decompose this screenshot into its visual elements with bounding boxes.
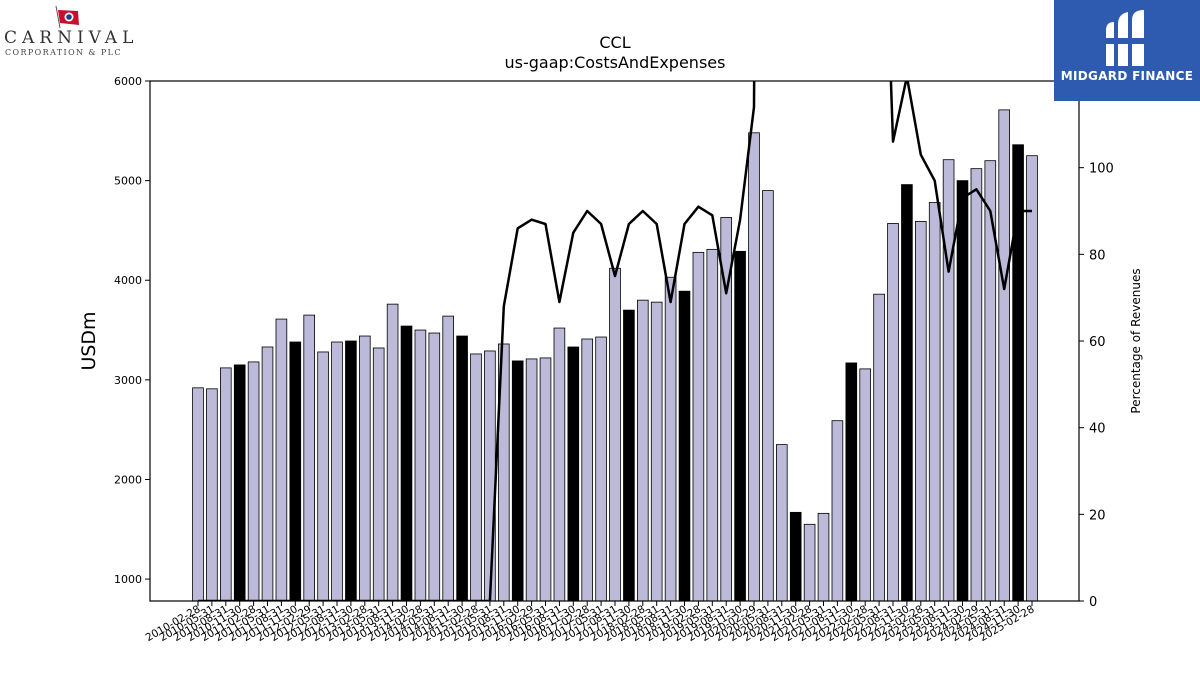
bar-2023-05-31 (928, 202, 941, 602)
bar-2018-08-31 (664, 276, 677, 602)
y2-tick-label: 60 (1089, 335, 1106, 350)
bar-2015-05-31 (484, 350, 496, 602)
axes-layer: 1000200030004000500060000204060801002010… (114, 75, 1114, 644)
y-tick-label: 2000 (114, 473, 142, 486)
bar-2016-02-29 (525, 358, 538, 602)
y-tick-label: 1000 (114, 573, 142, 586)
bar-2013-08-31 (386, 303, 399, 602)
bar-2010-05-31 (206, 388, 218, 602)
chart-subtitle: us-gaap:CostsAndExpenses (505, 53, 726, 72)
bar-2021-05-31 (817, 512, 830, 602)
bar-2012-02-29 (303, 314, 315, 602)
bar-2012-08-31 (331, 341, 343, 602)
y2-tick-label: 40 (1089, 422, 1106, 437)
bar-2024-08-31 (998, 109, 1010, 602)
bar-2019-11-30 (734, 250, 746, 602)
bar-2020-08-31 (776, 444, 788, 602)
midgard-finance-logo: MIDGARD FINANCE (1054, 0, 1200, 101)
bar-2010-11-30 (233, 364, 246, 602)
bar-2023-08-31 (942, 159, 955, 602)
bar-2014-08-31 (442, 315, 454, 602)
bar-2011-05-31 (261, 346, 274, 602)
bar-2013-11-30 (400, 325, 413, 602)
bar-2019-02-28 (692, 251, 705, 602)
y2-tick-label: 80 (1089, 248, 1106, 263)
bar-2018-02-28 (637, 299, 649, 602)
bar-2022-02-28 (859, 368, 871, 602)
midgard-wordmark: MIDGARD FINANCE (1060, 69, 1194, 83)
y-tick-label: 6000 (114, 75, 142, 88)
line-layer (198, 81, 1032, 601)
y2-tick-label: 0 (1089, 595, 1097, 610)
bar-2018-11-30 (678, 290, 691, 602)
bar-2016-05-31 (539, 357, 552, 602)
y2-tick-label: 20 (1089, 508, 1106, 523)
carnival-wordmark: CARNIVAL (4, 28, 139, 48)
bar-2011-11-30 (289, 341, 302, 602)
bar-2022-08-31 (887, 223, 899, 602)
bar-2013-02-28 (358, 335, 371, 602)
bar-2011-08-31 (275, 318, 288, 602)
bar-2014-05-31 (428, 332, 441, 602)
bar-2020-11-30 (789, 511, 802, 602)
bar-2013-05-31 (372, 347, 385, 602)
bar-2020-05-31 (762, 190, 774, 602)
bar-2012-05-31 (317, 351, 329, 602)
y-tick-label: 4000 (114, 274, 142, 287)
bar-2019-05-31 (706, 248, 719, 602)
bar-2025-02-28 (1026, 155, 1038, 602)
bar-2022-05-31 (873, 293, 885, 602)
bar-2014-11-30 (456, 335, 468, 602)
bar-2015-11-30 (511, 360, 524, 602)
percentage-of-revenues-line (198, 81, 1032, 601)
y-tick-label: 3000 (114, 374, 142, 387)
bar-2011-02-28 (247, 361, 260, 602)
chart-title: CCL (599, 33, 630, 52)
bar-2021-08-31 (831, 420, 844, 602)
bar-2022-11-30 (901, 184, 913, 602)
bar-2014-02-28 (414, 329, 427, 602)
y2-axis-label: Percentage of Revenues (1129, 268, 1143, 413)
bar-2016-11-30 (567, 346, 580, 602)
midgard-mark-icon (1102, 10, 1150, 66)
bar-2012-11-30 (345, 340, 357, 602)
bar-2010-02-28 (192, 387, 204, 602)
bar-2023-02-28 (915, 221, 927, 602)
bar-2010-08-31 (219, 367, 232, 602)
bar-2018-05-31 (650, 301, 663, 602)
carnival-subtitle: CORPORATION & PLC (5, 48, 122, 57)
bar-2017-11-30 (623, 309, 635, 602)
bar-2016-08-31 (553, 327, 566, 602)
bar-2023-11-30 (956, 180, 969, 602)
carnival-logo: CARNIVAL CORPORATION & PLC (0, 0, 140, 62)
y-tick-label: 5000 (114, 175, 142, 188)
bars-layer (192, 109, 1038, 602)
bar-2020-02-29 (748, 132, 760, 602)
bar-2024-02-29 (970, 168, 983, 602)
bar-2017-02-28 (581, 338, 593, 602)
bar-2017-08-31 (609, 267, 621, 602)
carnival-flag-icon (55, 6, 79, 28)
bar-2015-02-28 (470, 353, 482, 602)
y2-tick-label: 100 (1089, 162, 1114, 177)
bar-2021-11-30 (845, 362, 858, 602)
y-axis-label: USDm (78, 311, 100, 370)
bar-2021-02-28 (803, 523, 816, 602)
bar-2017-05-31 (595, 336, 607, 602)
